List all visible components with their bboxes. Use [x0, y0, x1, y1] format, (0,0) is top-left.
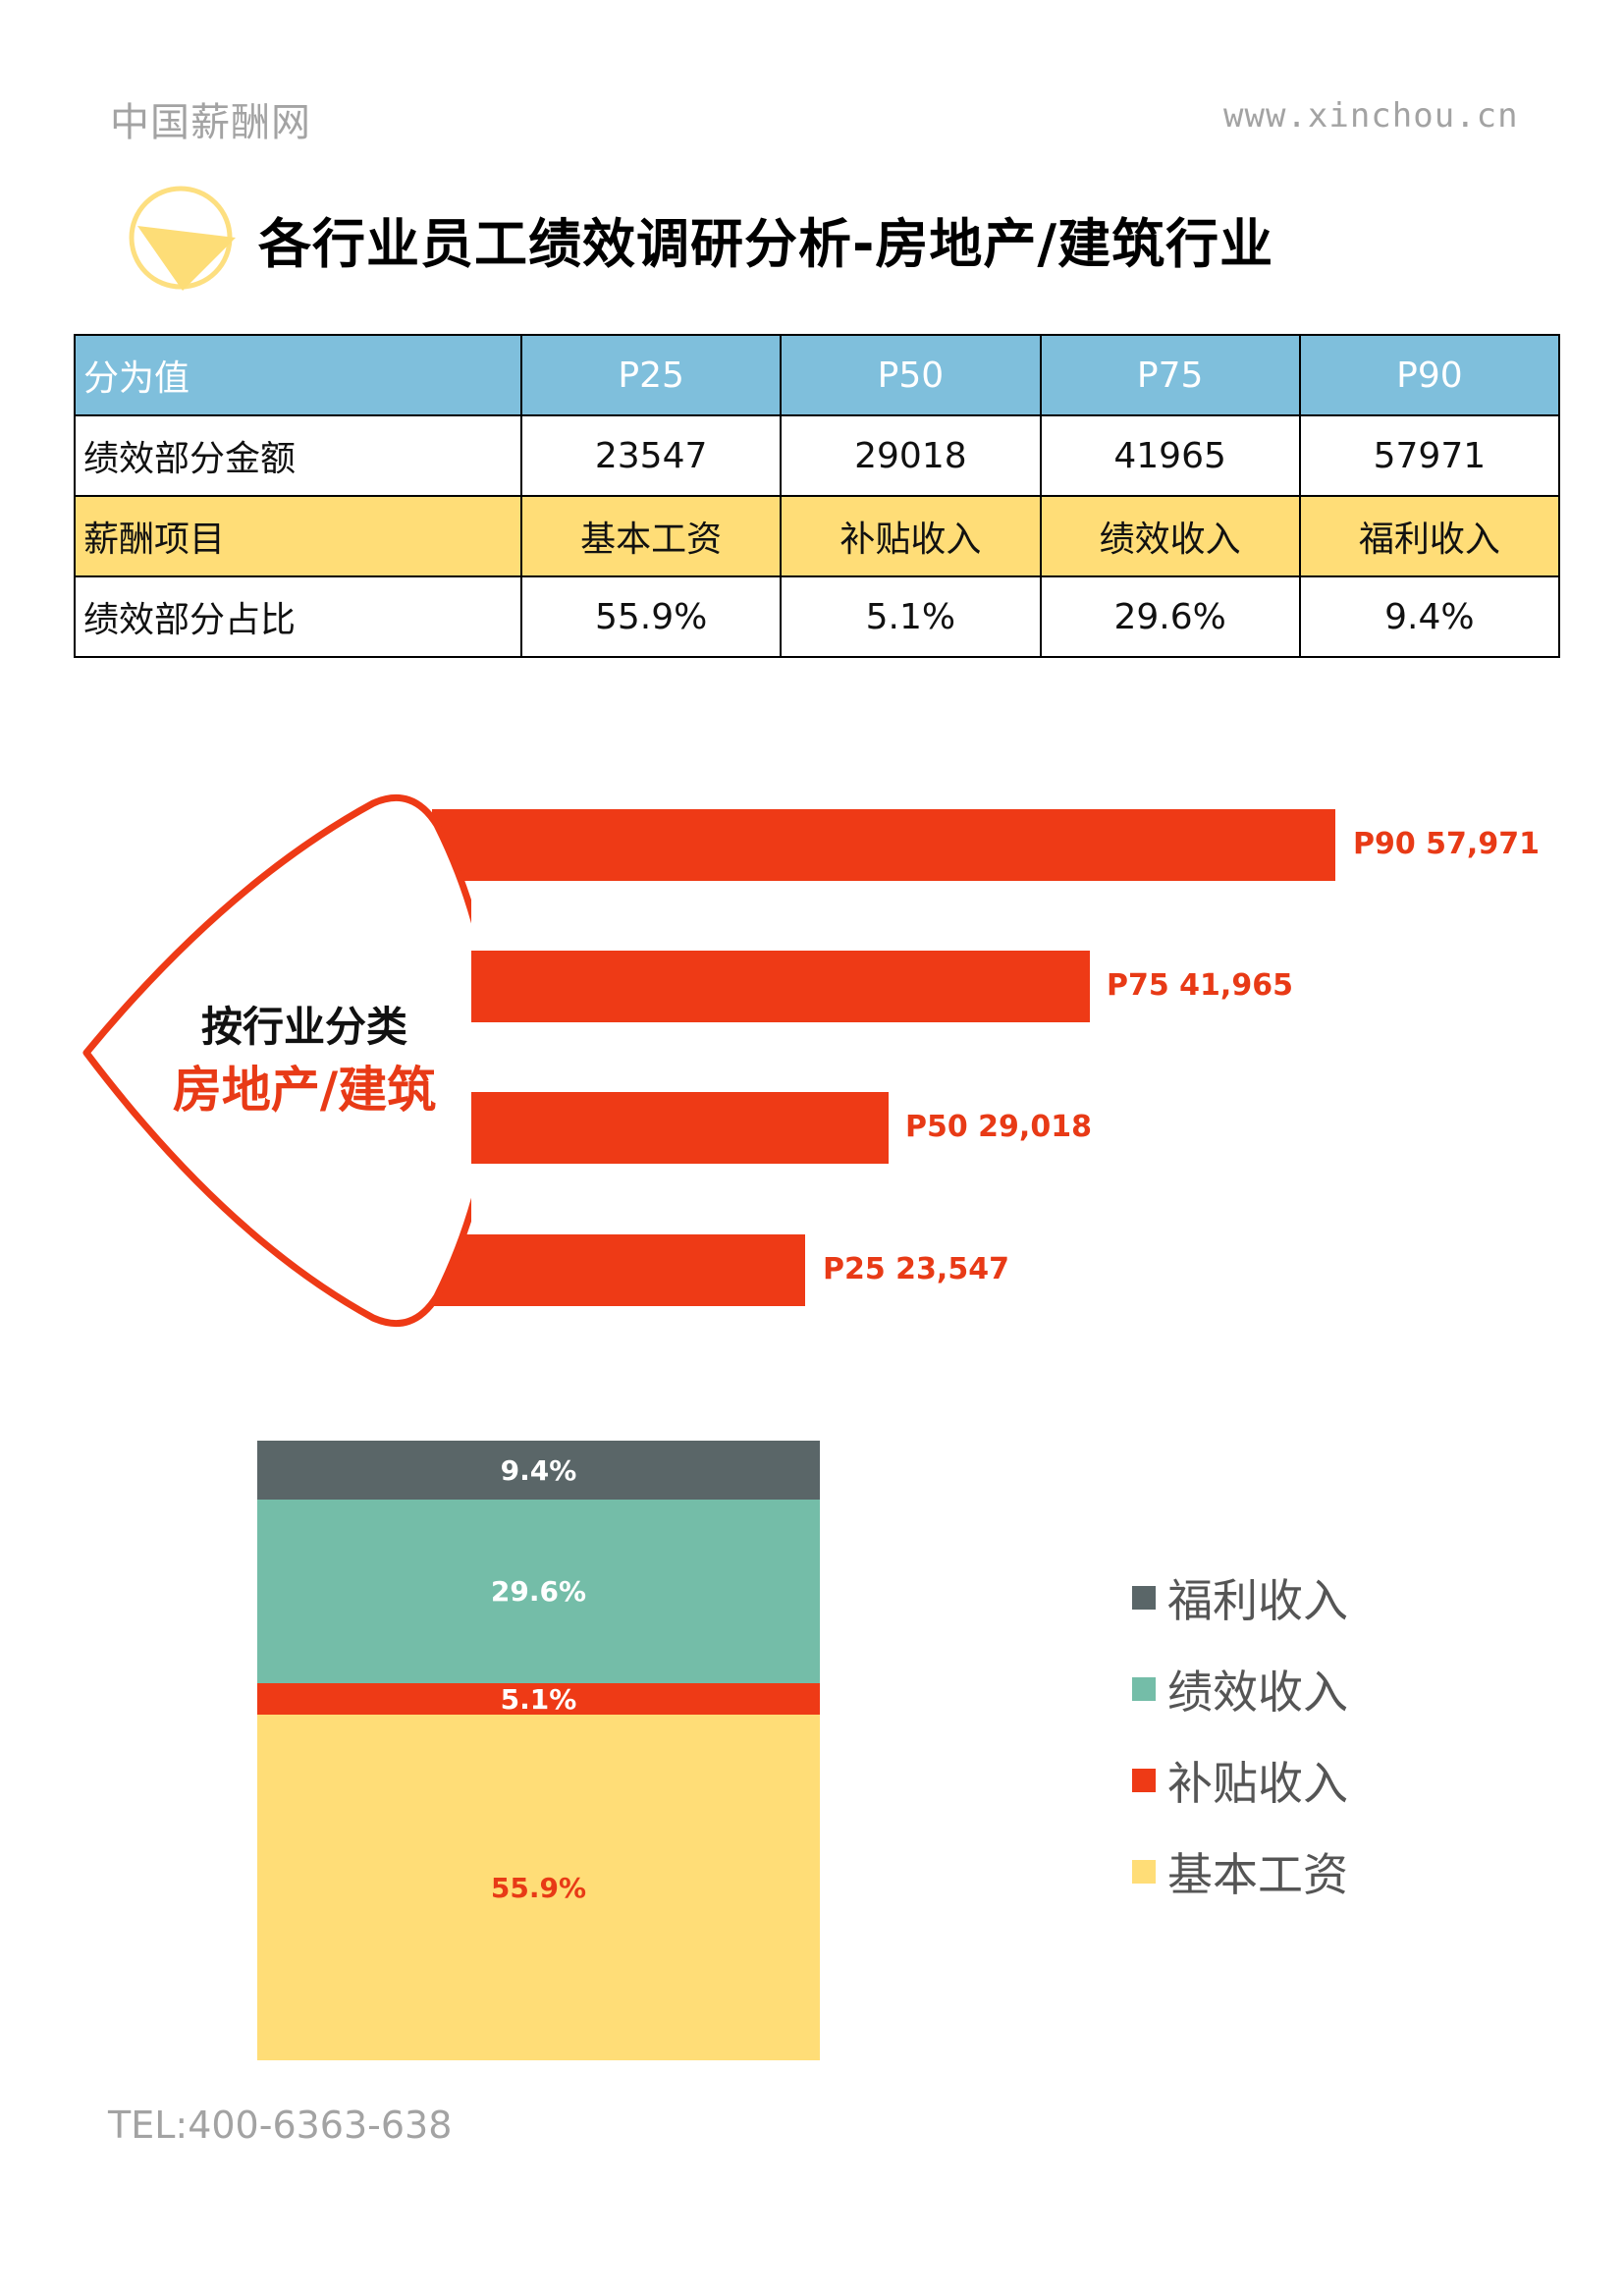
table-cell: 41965 [1039, 414, 1301, 497]
table-cell: 9.4% [1298, 575, 1561, 658]
legend: 福利收入 绩效收入 补贴收入 基本工资 [1132, 1552, 1348, 1917]
legend-label: 基本工资 [1167, 1847, 1348, 1901]
segment-base-salary: 55.9% [257, 1715, 820, 2060]
legend-item-performance: 绩效收入 [1132, 1643, 1348, 1734]
logo-icon [129, 186, 236, 291]
bar-label-p75: P75 41,965 [1107, 968, 1293, 1003]
table-cell: 绩效收入 [1039, 495, 1301, 577]
table-cell: 补贴收入 [780, 495, 1042, 577]
shield-caption: 按行业分类 [200, 1003, 407, 1051]
site-url[interactable]: www.xinchou.cn [1223, 96, 1519, 136]
table-cell: P50 [780, 334, 1042, 416]
table-cell: 5.1% [780, 575, 1042, 658]
site-name: 中国薪酬网 [110, 100, 311, 145]
table-row-percentile: 分为值 P25 P50 P75 P90 [74, 334, 1561, 416]
segment-performance: 29.6% [257, 1500, 820, 1683]
bar-p90 [432, 809, 1335, 881]
table-cell: P90 [1298, 334, 1561, 416]
bar-label-p50: P50 29,018 [905, 1110, 1092, 1144]
legend-item-base-salary: 基本工资 [1132, 1826, 1348, 1917]
stacked-bar: 9.4% 29.6% 5.1% 55.9% [257, 1441, 820, 2060]
legend-item-subsidy: 补贴收入 [1132, 1734, 1348, 1826]
segment-label: 55.9% [490, 1871, 587, 1904]
table-cell: P75 [1039, 334, 1301, 416]
table-cell: 29018 [780, 414, 1042, 497]
shield-industry: 房地产/建筑 [172, 1062, 437, 1119]
legend-label: 福利收入 [1167, 1573, 1348, 1627]
row-label: 绩效部分金额 [74, 414, 522, 497]
segment-label: 29.6% [490, 1575, 587, 1608]
row-label: 薪酬项目 [74, 495, 522, 577]
legend-swatch-icon [1132, 1768, 1156, 1792]
table-cell: 57971 [1298, 414, 1561, 497]
segment-label: 9.4% [500, 1453, 577, 1487]
row-label: 分为值 [74, 334, 522, 416]
bar-p75 [432, 951, 1090, 1022]
table-cell: 29.6% [1039, 575, 1301, 658]
table-cell: P25 [519, 334, 783, 416]
table-row-ratio: 绩效部分占比 55.9% 5.1% 29.6% 9.4% [74, 575, 1561, 658]
bar-p25 [432, 1234, 805, 1306]
shield-shape [82, 793, 471, 1328]
bar-label-p90: P90 57,971 [1353, 827, 1540, 861]
legend-label: 补贴收入 [1167, 1756, 1348, 1810]
table-row-items: 薪酬项目 基本工资 补贴收入 绩效收入 福利收入 [74, 495, 1561, 577]
data-table: 分为值 P25 P50 P75 P90 绩效部分金额 23547 29018 4… [74, 334, 1561, 658]
table-cell: 23547 [519, 414, 783, 497]
bar-label-p25: P25 23,547 [823, 1252, 1009, 1286]
legend-item-welfare: 福利收入 [1132, 1552, 1348, 1643]
legend-swatch-icon [1132, 1585, 1156, 1610]
segment-subsidy: 5.1% [257, 1682, 820, 1716]
legend-label: 绩效收入 [1167, 1665, 1348, 1719]
row-label: 绩效部分占比 [74, 575, 522, 658]
table-cell: 55.9% [519, 575, 783, 658]
table-row-amount: 绩效部分金额 23547 29018 41965 57971 [74, 414, 1561, 497]
segment-label: 5.1% [500, 1682, 577, 1716]
footer-phone: TEL:400-6363-638 [108, 2104, 453, 2147]
legend-swatch-icon [1132, 1859, 1156, 1884]
table-cell: 基本工资 [519, 495, 783, 577]
page-title: 各行业员工绩效调研分析-房地产/建筑行业 [258, 213, 1274, 275]
table-cell: 福利收入 [1298, 495, 1561, 577]
segment-welfare: 9.4% [257, 1441, 820, 1500]
bar-p50 [432, 1092, 889, 1164]
legend-swatch-icon [1132, 1676, 1156, 1701]
